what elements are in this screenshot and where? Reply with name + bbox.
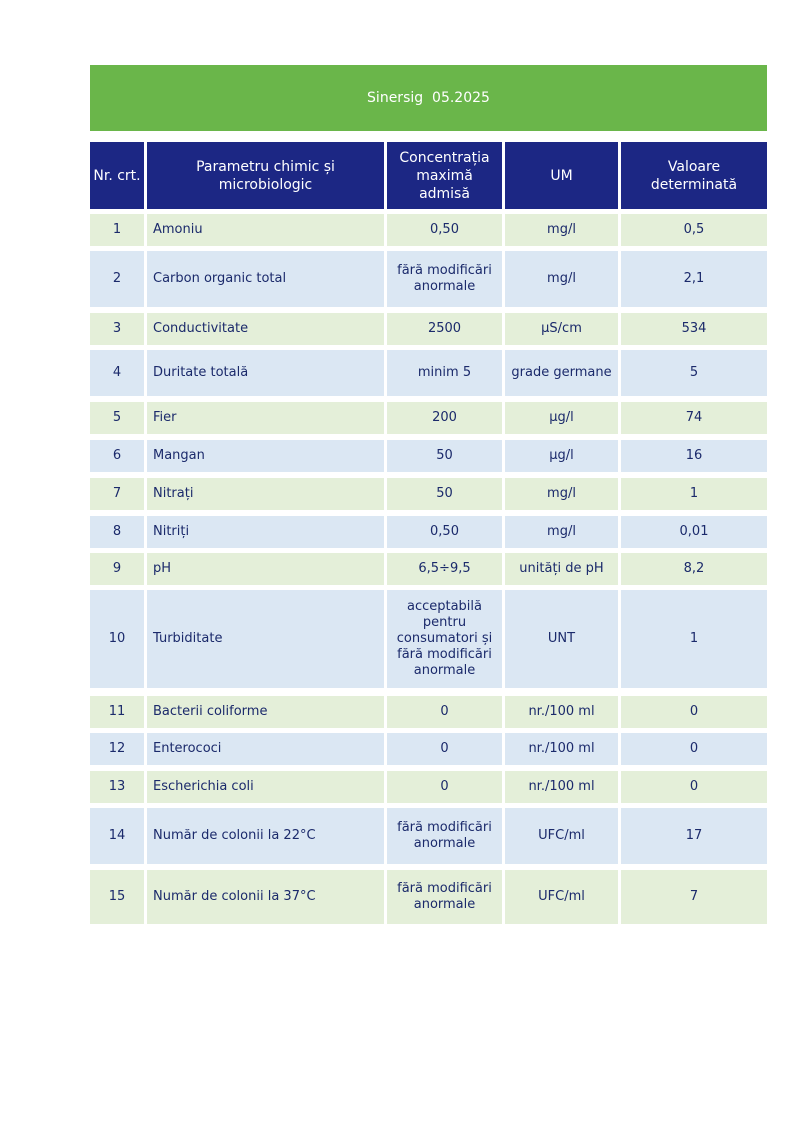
column-header: Nr. crt. xyxy=(90,142,144,209)
table-cell: Enterococi xyxy=(147,733,384,765)
table-cell: 0,50 xyxy=(387,214,502,246)
table-cell: 6,5÷9,5 xyxy=(387,553,502,585)
table-cell: 0 xyxy=(621,733,767,765)
table-cell: µg/l xyxy=(505,402,618,434)
table-cell: 15 xyxy=(90,870,144,924)
table-cell: 74 xyxy=(621,402,767,434)
table-cell: 2500 xyxy=(387,313,502,345)
table-cell: Număr de colonii la 37°C xyxy=(147,870,384,924)
table-cell: Amoniu xyxy=(147,214,384,246)
table-cell: 0 xyxy=(621,696,767,728)
table-cell: Nitrați xyxy=(147,478,384,510)
table-cell: 50 xyxy=(387,440,502,472)
table-cell: UFC/ml xyxy=(505,808,618,864)
table-cell: 2 xyxy=(90,251,144,307)
table-cell: 0 xyxy=(387,771,502,803)
table-cell: nr./100 ml xyxy=(505,771,618,803)
table-cell: 6 xyxy=(90,440,144,472)
table-cell: Bacterii coliforme xyxy=(147,696,384,728)
table-cell: fără modificări anormale xyxy=(387,251,502,307)
table-cell: fără modificări anormale xyxy=(387,870,502,924)
table-cell: acceptabilă pentru consumatori și fără m… xyxy=(387,590,502,688)
table-cell: pH xyxy=(147,553,384,585)
table-cell: 534 xyxy=(621,313,767,345)
table-cell: mg/l xyxy=(505,251,618,307)
table-cell: nr./100 ml xyxy=(505,696,618,728)
table-cell: 0,5 xyxy=(621,214,767,246)
title-banner: Sinersig 05.2025 xyxy=(90,65,767,131)
table-cell: Escherichia coli xyxy=(147,771,384,803)
table-cell: Conductivitate xyxy=(147,313,384,345)
table-cell: 14 xyxy=(90,808,144,864)
table-cell: UFC/ml xyxy=(505,870,618,924)
table-cell: 1 xyxy=(90,214,144,246)
table-cell: Carbon organic total xyxy=(147,251,384,307)
table-cell: 2,1 xyxy=(621,251,767,307)
table-cell: 8 xyxy=(90,516,144,548)
table-cell: 0 xyxy=(621,771,767,803)
table-cell: Duritate totală xyxy=(147,350,384,396)
table-cell: 5 xyxy=(621,350,767,396)
table-cell: mg/l xyxy=(505,214,618,246)
table-cell: mg/l xyxy=(505,478,618,510)
table-cell: 5 xyxy=(90,402,144,434)
table-cell: 0,01 xyxy=(621,516,767,548)
table-cell: 16 xyxy=(621,440,767,472)
table-cell: minim 5 xyxy=(387,350,502,396)
table-cell: 12 xyxy=(90,733,144,765)
table-cell: Număr de colonii la 22°C xyxy=(147,808,384,864)
table-cell: Fier xyxy=(147,402,384,434)
table-cell: unități de pH xyxy=(505,553,618,585)
column-header: Parametru chimic și microbiologic xyxy=(147,142,384,209)
table-cell: 200 xyxy=(387,402,502,434)
table-cell: µg/l xyxy=(505,440,618,472)
table-cell: 9 xyxy=(90,553,144,585)
table-cell: 7 xyxy=(621,870,767,924)
table-cell: 10 xyxy=(90,590,144,688)
table-cell: mg/l xyxy=(505,516,618,548)
table-cell: 1 xyxy=(621,478,767,510)
table-cell: 0 xyxy=(387,733,502,765)
table-cell: Nitriți xyxy=(147,516,384,548)
table-cell: Turbiditate xyxy=(147,590,384,688)
table-cell: 11 xyxy=(90,696,144,728)
table-cell: µS/cm xyxy=(505,313,618,345)
table-cell: 8,2 xyxy=(621,553,767,585)
table-cell: grade germane xyxy=(505,350,618,396)
table-cell: nr./100 ml xyxy=(505,733,618,765)
column-header: UM xyxy=(505,142,618,209)
table-cell: 4 xyxy=(90,350,144,396)
table-cell: UNT xyxy=(505,590,618,688)
table-cell: 7 xyxy=(90,478,144,510)
column-header: Concentrația maximă admisă xyxy=(387,142,502,209)
table-cell: 50 xyxy=(387,478,502,510)
table-cell: 13 xyxy=(90,771,144,803)
table-cell: fără modificări anormale xyxy=(387,808,502,864)
table-cell: 0 xyxy=(387,696,502,728)
column-header: Valoare determinată xyxy=(621,142,767,209)
table-cell: Mangan xyxy=(147,440,384,472)
table-cell: 1 xyxy=(621,590,767,688)
table-cell: 0,50 xyxy=(387,516,502,548)
table-cell: 3 xyxy=(90,313,144,345)
table-cell: 17 xyxy=(621,808,767,864)
